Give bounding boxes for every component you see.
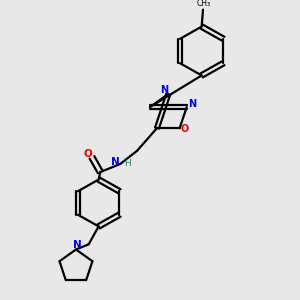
Text: N: N	[160, 85, 168, 95]
Text: CH₃: CH₃	[196, 0, 211, 8]
Text: H: H	[124, 159, 131, 168]
Text: N: N	[73, 240, 82, 250]
Text: O: O	[181, 124, 189, 134]
Text: N: N	[188, 99, 196, 110]
Text: N: N	[111, 157, 120, 167]
Text: O: O	[84, 148, 92, 158]
